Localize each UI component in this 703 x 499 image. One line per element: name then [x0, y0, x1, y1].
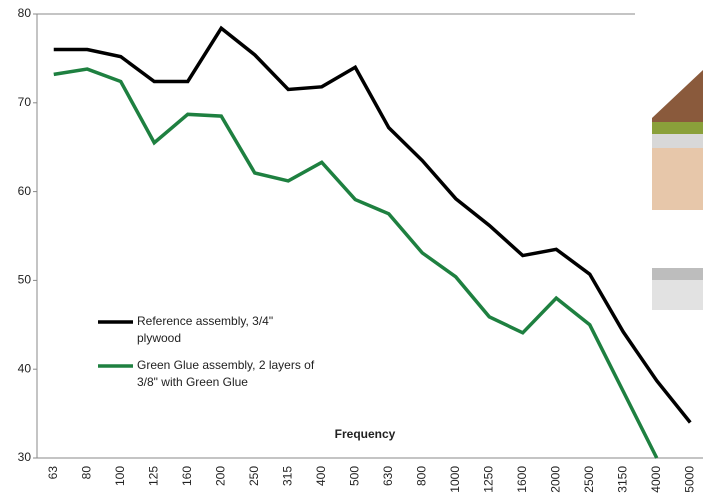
x-tick-label: 2000 — [548, 466, 562, 493]
x-tick-label: 1600 — [515, 466, 529, 493]
series-line — [54, 69, 657, 458]
x-tick-label: 3150 — [615, 466, 629, 493]
y-tick-label: 30 — [18, 450, 32, 464]
x-tick-label: 800 — [414, 466, 428, 486]
x-tick-label: 500 — [347, 466, 361, 486]
x-tick-label: 200 — [213, 466, 227, 486]
x-tick-label: 1000 — [448, 466, 462, 493]
x-tick-label: 125 — [146, 466, 160, 486]
y-tick-label: 60 — [18, 184, 32, 198]
x-tick-label: 1250 — [481, 466, 495, 493]
x-tick-label: 250 — [247, 466, 261, 486]
y-tick-label: 50 — [18, 273, 32, 287]
illustration — [652, 70, 703, 310]
legend-label: Green Glue assembly, 2 layers of 3/8" wi… — [137, 357, 317, 391]
x-tick-label: 100 — [113, 466, 127, 486]
y-tick-label: 40 — [18, 361, 32, 375]
legend-entry: Reference assembly, 3/4" plywood — [137, 313, 317, 353]
page: {"chart_data": {"type": "line", "x_label… — [0, 0, 703, 499]
x-tick-label: 2500 — [582, 466, 596, 493]
legend-entry: Green Glue assembly, 2 layers of 3/8" wi… — [137, 357, 317, 397]
x-tick-label: 160 — [180, 466, 194, 486]
x-tick-label: 5000 — [682, 466, 696, 493]
y-tick-label: 70 — [18, 95, 32, 109]
x-tick-label: 315 — [280, 466, 294, 486]
x-axis-title: Frequency — [335, 427, 396, 441]
y-tick-label: 80 — [18, 6, 32, 20]
x-tick-label: 400 — [314, 466, 328, 486]
x-tick-label: 80 — [79, 466, 93, 480]
x-tick-label: 630 — [381, 466, 395, 486]
x-tick-label: 4000 — [649, 466, 663, 493]
chart: Frequency 30 40 50 60 70 80 63 80 100 125 160 200 25… — [0, 0, 703, 499]
x-tick-label: 63 — [46, 466, 60, 480]
legend-label: Reference assembly, 3/4" plywood — [137, 313, 317, 347]
